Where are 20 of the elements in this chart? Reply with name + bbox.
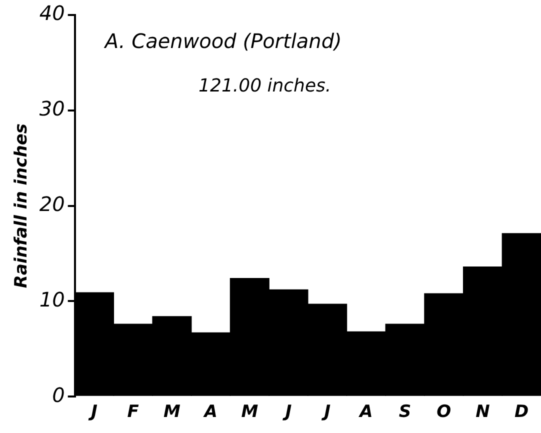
- text: 121.00 inches.: [198, 76, 332, 97]
- y-tick-label: 10: [39, 287, 65, 312]
- x-tick-label: D: [514, 402, 529, 422]
- x-tick-label: S: [398, 402, 412, 422]
- x-tick-label: J: [321, 402, 331, 422]
- x-tick-label: F: [127, 402, 140, 422]
- x-tick-label: A: [202, 402, 218, 422]
- text: A. Caenwood (Portland): [102, 29, 342, 54]
- y-axis-title: Rainfall in inches: [12, 124, 32, 288]
- x-tick-label: J: [88, 402, 98, 422]
- y-tick-label: 20: [39, 192, 65, 216]
- y-tick-label: 30: [39, 96, 65, 121]
- x-tick-label: J: [282, 402, 292, 422]
- x-tick-label: O: [436, 402, 452, 422]
- x-tick-label: M: [241, 402, 258, 422]
- y-tick-label: 40: [39, 1, 65, 26]
- x-tick-label: N: [476, 402, 490, 422]
- x-tick-label: M: [164, 402, 181, 422]
- x-tick-label: A: [358, 402, 373, 422]
- y-tick-label: 0: [52, 382, 65, 407]
